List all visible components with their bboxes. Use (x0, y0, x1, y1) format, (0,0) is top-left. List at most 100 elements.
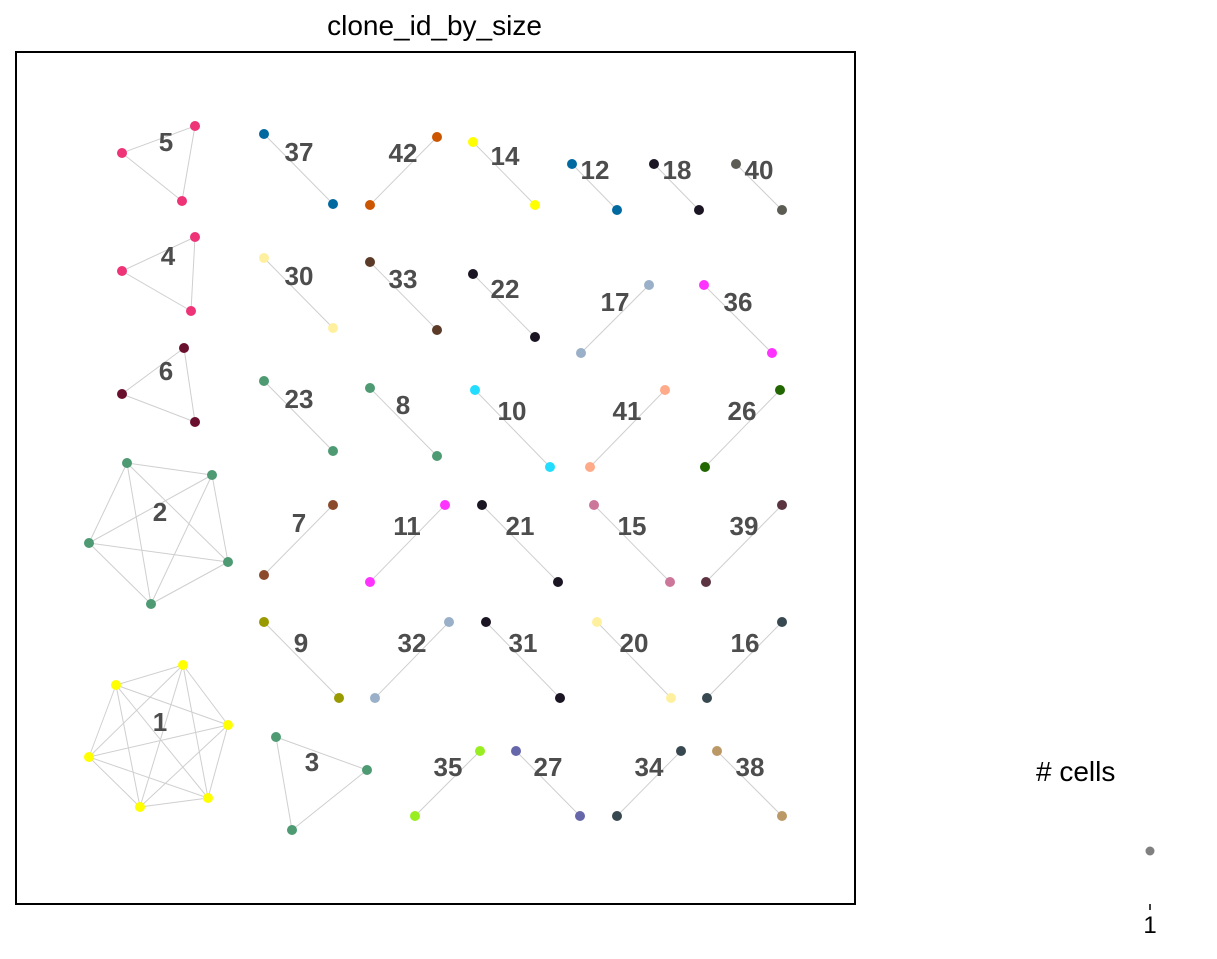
plot-area: 1 2 3 4 5 6 37 42 14 12 18 40 30 33 22 17 36 23 8 10 41 26 7 11… (15, 51, 856, 905)
clone-20-edge (596, 621, 672, 699)
clone-2-cell-node (122, 458, 132, 468)
clone-21-cell-node (553, 577, 563, 587)
clone-35-edge (414, 750, 481, 817)
clone-15-edge (593, 504, 671, 583)
clone-20-label: 20 (620, 628, 649, 658)
clone-6-cell-node (190, 417, 200, 427)
clone-1-edge (182, 664, 209, 799)
clone-26-cell-node (775, 385, 785, 395)
clone-21-edge (481, 504, 559, 583)
clone-21-cell-node (477, 500, 487, 510)
clone-2-edge (88, 474, 213, 544)
clone-35-label: 35 (434, 752, 463, 782)
clone-40-cell-node (777, 205, 787, 215)
clone-34-label: 34 (635, 752, 664, 782)
clone-14-label: 14 (491, 141, 520, 171)
clone-27-label: 27 (534, 752, 563, 782)
clone-1-edge (182, 664, 229, 726)
clone-5-edge (181, 125, 196, 202)
nodes (84, 121, 787, 835)
clone-2-edge (126, 462, 213, 476)
clone-23-edge (263, 380, 334, 452)
clone-1-edge (115, 684, 141, 808)
clone-23-cell-node (259, 376, 269, 386)
clone-20-cell-node (666, 693, 676, 703)
clone-27-cell-node (511, 746, 521, 756)
clone-30-label: 30 (285, 261, 314, 291)
clone-20-cell-node (592, 617, 602, 627)
clone-17-cell-node (576, 348, 586, 358)
clone-6-cell-node (179, 343, 189, 353)
clone-22-cell-node (468, 269, 478, 279)
clone-15-label: 15 (618, 511, 647, 541)
clone-6-edge (121, 393, 196, 423)
clone-6-cell-node (117, 389, 127, 399)
clone-8-edge (369, 387, 438, 457)
clone-2-edge (211, 474, 229, 563)
clone-8-cell-node (365, 383, 375, 393)
clone-2-edge (150, 561, 229, 605)
clone-4-edge (121, 236, 196, 272)
clone-2-edge (88, 542, 229, 563)
clone-39-cell-node (701, 577, 711, 587)
clone-16-cell-node (702, 693, 712, 703)
clone-1-edge (139, 724, 229, 808)
clone-37-label: 37 (285, 137, 314, 167)
clone-37-edge (263, 133, 334, 205)
clone-33-cell-node (432, 325, 442, 335)
legend-title: # cells (1036, 756, 1116, 787)
clone-2-edge (88, 542, 152, 605)
clone-35-cell-node (475, 746, 485, 756)
clone-4-cell-node (190, 232, 200, 242)
clone-36-cell-node (767, 348, 777, 358)
clone-5-edge (121, 152, 183, 202)
clone-39-edge (705, 504, 783, 583)
clone-18-cell-node (649, 159, 659, 169)
clone-18-label: 18 (663, 155, 692, 185)
clone-30-cell-node (328, 323, 338, 333)
clone-34-cell-node (612, 811, 622, 821)
clone-41-label: 41 (613, 396, 642, 426)
clone-14-edge (472, 141, 536, 206)
clone-17-label: 17 (601, 287, 630, 317)
clone-30-cell-node (259, 253, 269, 263)
clone-5-cell-node (190, 121, 200, 131)
edges (88, 125, 783, 831)
clone-10-cell-node (470, 385, 480, 395)
clone-36-cell-node (699, 280, 709, 290)
clone-1-edge (88, 724, 229, 758)
clone-42-cell-node (432, 132, 442, 142)
clone-3-edge (275, 736, 293, 831)
clone-40-cell-node (731, 159, 741, 169)
clone-8-cell-node (432, 451, 442, 461)
clone-1-edge (139, 797, 209, 808)
clone-32-cell-node (444, 617, 454, 627)
clone-12-edge (571, 163, 618, 211)
clone-15-cell-node (589, 500, 599, 510)
clone-26-edge (704, 389, 781, 468)
clone-7-cell-node (259, 570, 269, 580)
clone-22-label: 22 (491, 274, 520, 304)
clone-22-cell-node (530, 332, 540, 342)
clone-10-label: 10 (498, 396, 527, 426)
clone-3-cell-node (287, 825, 297, 835)
clone-12-cell-node (567, 159, 577, 169)
clone-27-cell-node (575, 811, 585, 821)
clone-11-cell-node (365, 577, 375, 587)
clone-1-cell-node (135, 802, 145, 812)
clone-33-label: 33 (389, 264, 418, 294)
clone-2-edge (150, 474, 213, 605)
clone-11-edge (369, 504, 446, 583)
clone-4-edge (190, 236, 196, 312)
clone-1-edge (115, 684, 209, 799)
clone-38-label: 38 (736, 752, 765, 782)
clone-5-cell-node (177, 196, 187, 206)
clone-9-cell-node (334, 693, 344, 703)
clone-23-cell-node (328, 446, 338, 456)
clone-42-edge (369, 136, 438, 206)
clone-1-cell-node (178, 660, 188, 670)
clone-5-label: 5 (159, 127, 173, 157)
clone-1-edge (88, 664, 184, 758)
